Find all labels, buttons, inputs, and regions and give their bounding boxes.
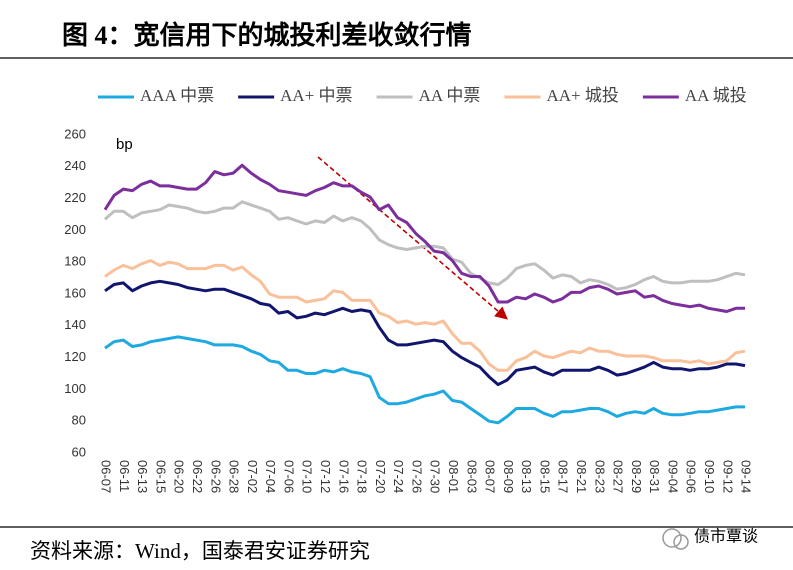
legend-label: AA+ 中票 (280, 86, 352, 105)
x-tick-label: 08-15 (537, 460, 552, 493)
x-tick-label: 08-21 (574, 460, 589, 493)
y-tick-label: 100 (64, 381, 86, 396)
y-tick-label: 180 (64, 254, 86, 269)
y-unit: bp (116, 136, 133, 153)
y-tick-label: 200 (64, 222, 86, 237)
series-line (104, 259, 746, 372)
y-tick-label: 60 (72, 444, 86, 459)
y-tick-label: 120 (64, 349, 86, 364)
y-tick-label: 240 (64, 158, 86, 173)
x-tick-label: 07-26 (409, 460, 424, 493)
legend-label: AA+ 城投 (546, 86, 618, 105)
y-tick-label: 160 (64, 285, 86, 300)
legend-label: AA 城投 (685, 86, 747, 105)
x-tick-label: 06-11 (117, 460, 132, 492)
x-tick-label: 09-12 (720, 460, 735, 493)
x-tick-label: 08-23 (592, 460, 607, 493)
chart-title: 图 4：宽信用下的城投利差收敛行情 (62, 20, 472, 50)
x-tick-label: 07-18 (355, 460, 370, 493)
y-tick-label: 140 (64, 317, 86, 332)
x-tick-label: 09-14 (739, 460, 754, 493)
x-tick-label: 08-27 (611, 460, 626, 493)
x-tick-label: 07-20 (373, 460, 388, 493)
x-tick-label: 06-07 (99, 460, 114, 493)
x-tick-label: 07-30 (428, 460, 443, 493)
x-tick-label: 06-15 (153, 460, 168, 493)
series-line (104, 335, 745, 425)
x-tick-label: 08-01 (446, 460, 461, 493)
x-tick-label: 08-09 (501, 460, 516, 493)
series-line (104, 200, 746, 291)
series-line (104, 279, 746, 387)
x-tick-label: 09-10 (702, 460, 717, 493)
y-tick-label: 80 (72, 413, 86, 428)
x-tick-label: 06-22 (190, 460, 205, 493)
legend-label: AAA 中票 (140, 86, 214, 105)
x-tick-label: 07-24 (391, 460, 406, 493)
x-tick-label: 07-02 (245, 460, 260, 493)
x-tick-label: 07-10 (300, 460, 315, 493)
watermark: 债市覃谈 (694, 528, 758, 546)
y-tick-label: 220 (64, 190, 86, 205)
series-line (103, 163, 745, 313)
x-tick-label: 06-20 (172, 460, 187, 493)
x-tick-label: 08-17 (556, 460, 571, 493)
watermark-icon (662, 528, 689, 550)
trend-arrow (317, 156, 508, 320)
x-tick-label: 06-13 (135, 460, 150, 493)
x-tick-label: 07-06 (281, 460, 296, 493)
x-tick-label: 06-28 (227, 460, 242, 493)
legend-label: AA 中票 (419, 86, 481, 105)
x-tick-label: 08-31 (647, 460, 662, 493)
x-tick-label: 09-06 (684, 460, 699, 493)
x-tick-label: 08-03 (464, 460, 479, 493)
x-tick-label: 08-13 (519, 460, 534, 493)
x-tick-label: 08-29 (629, 460, 644, 493)
x-tick-label: 09-04 (665, 460, 680, 493)
x-tick-label: 07-04 (263, 460, 278, 493)
x-tick-label: 06-26 (208, 460, 223, 493)
source: 资料来源：Wind，国泰君安证券研究 (30, 539, 370, 563)
x-tick-label: 07-12 (318, 460, 333, 493)
y-tick-label: 260 (64, 126, 86, 141)
x-tick-label: 08-07 (483, 460, 498, 493)
x-tick-label: 07-16 (336, 460, 351, 493)
